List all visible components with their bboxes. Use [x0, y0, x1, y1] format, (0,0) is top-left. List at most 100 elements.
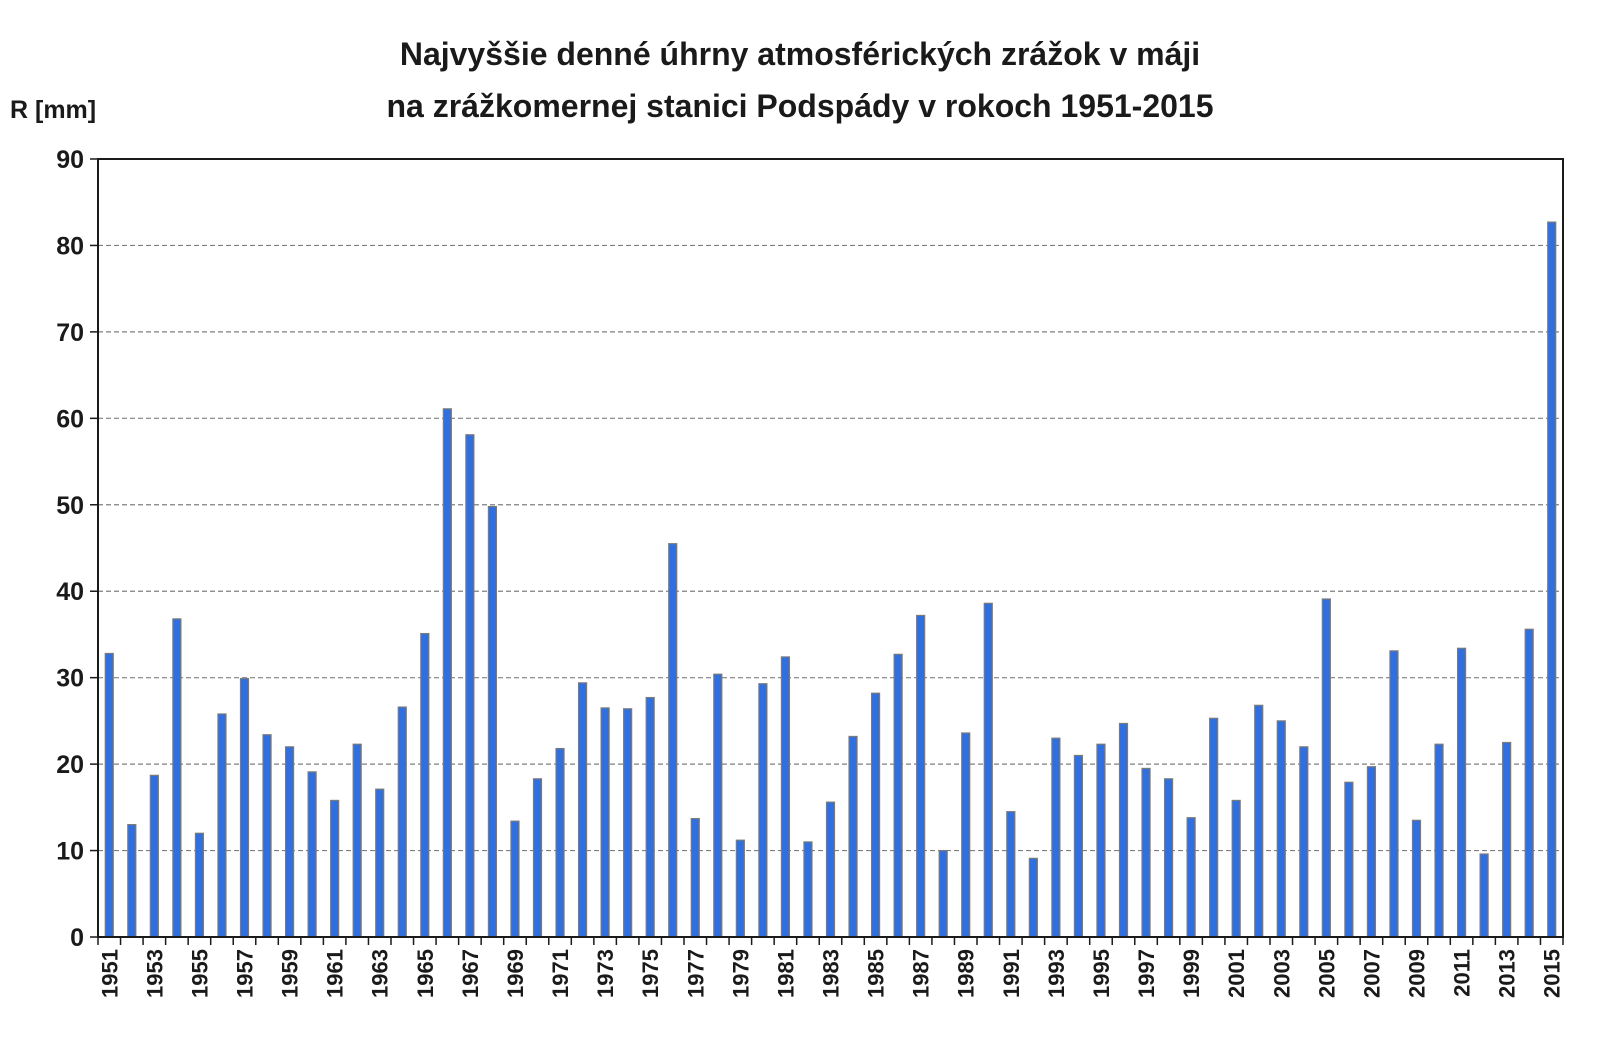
- gridlines: [98, 244, 1563, 852]
- x-tick-label: 1995: [1089, 949, 1114, 998]
- bar-1988: [938, 849, 948, 938]
- bar-1972: [577, 682, 588, 938]
- y-tick-label: 70: [56, 319, 84, 347]
- bar-1973: [600, 707, 610, 938]
- bar-1959: [284, 746, 295, 938]
- x-tick-label: 1977: [683, 949, 708, 998]
- chart-title-line-2: na zrážkomernej stanici Podspády v rokoc…: [386, 88, 1214, 124]
- x-tick-label: 2009: [1405, 949, 1430, 998]
- bar-2000: [1209, 717, 1219, 938]
- bar-1966: [442, 408, 452, 938]
- bar-2013: [1502, 741, 1512, 938]
- x-tick-label: 1981: [773, 949, 798, 998]
- y-tick-label: 90: [56, 146, 84, 174]
- bar-2010: [1434, 743, 1444, 938]
- bar-1955: [194, 832, 205, 938]
- bar-1999: [1186, 817, 1196, 938]
- x-tick-label: 1979: [728, 949, 753, 998]
- y-tick-label: 0: [70, 924, 84, 952]
- bar-1951: [104, 652, 114, 938]
- bar-1987: [916, 614, 926, 938]
- bar-1970: [532, 778, 543, 938]
- x-tick-label: 1963: [368, 949, 393, 998]
- x-tick-label: 2003: [1269, 949, 1294, 998]
- y-axis-label: R [mm]: [10, 96, 97, 124]
- bar-1977: [690, 817, 700, 938]
- bar-2004: [1299, 746, 1309, 938]
- y-tick-label: 10: [56, 838, 84, 866]
- bar-1986: [893, 653, 903, 938]
- bar-1953: [149, 774, 159, 938]
- x-tick-label: 1971: [548, 949, 573, 998]
- x-tick-label: 1957: [233, 949, 258, 998]
- bar-1965: [420, 632, 430, 938]
- bar-1968: [487, 505, 498, 938]
- bar-1971: [555, 747, 565, 938]
- x-tick-label: 1951: [97, 949, 122, 998]
- bar-1980: [758, 683, 768, 938]
- x-tick-label: 2005: [1314, 949, 1339, 998]
- x-tick-label: 1987: [909, 949, 934, 998]
- bar-2007: [1366, 766, 1377, 938]
- bar-2005: [1321, 598, 1331, 938]
- bar-1961: [330, 799, 340, 938]
- bars: [104, 221, 1557, 938]
- x-tick-label: 1985: [864, 949, 889, 998]
- x-tick-label: 1983: [819, 949, 844, 998]
- x-tick-label: 2007: [1359, 949, 1384, 998]
- bar-1993: [1051, 737, 1061, 938]
- bar-1954: [172, 618, 182, 938]
- bar-1969: [510, 820, 520, 938]
- chart-title: Najvyššie denné úhrny atmosférických zrá…: [0, 28, 1600, 132]
- x-tick-label: 1989: [954, 949, 979, 998]
- bar-1957: [239, 677, 250, 938]
- x-tick-label: 1975: [638, 949, 663, 998]
- x-tick-label: 2001: [1224, 949, 1249, 998]
- y-tick-label: 40: [56, 578, 84, 606]
- y-tick-label: 50: [56, 492, 84, 520]
- x-tick-label: 1955: [187, 949, 212, 998]
- y-tick-label: 30: [56, 665, 84, 693]
- bar-1997: [1141, 767, 1151, 938]
- x-tick-labels: 1951 1953 1955 1957 1959 1961 1963 1965 1967 1969…: [97, 949, 1564, 998]
- bar-1964: [397, 706, 407, 938]
- bar-1981: [780, 656, 791, 938]
- bar-2002: [1254, 704, 1264, 938]
- bar-1958: [262, 734, 272, 938]
- bar-1975: [645, 696, 655, 938]
- bar-1985: [870, 692, 881, 938]
- bar-1963: [375, 788, 385, 938]
- bar-2006: [1344, 781, 1354, 938]
- bar-2011: [1456, 647, 1467, 938]
- bar-2014: [1524, 628, 1534, 938]
- bar-2012: [1479, 853, 1489, 938]
- bar-1967: [465, 434, 475, 938]
- bar-2001: [1231, 799, 1241, 938]
- bar-1992: [1028, 857, 1038, 938]
- x-tick-label: 1969: [503, 949, 528, 998]
- x-tick-label: 1967: [458, 949, 483, 998]
- bar-1989: [961, 732, 971, 938]
- bar-1996: [1118, 722, 1129, 938]
- x-tick-label: 1997: [1134, 949, 1159, 998]
- bar-1991: [1006, 811, 1016, 938]
- bar-1983: [825, 801, 836, 938]
- bar-2003: [1276, 720, 1286, 938]
- bar-1956: [217, 713, 227, 938]
- bar-1998: [1163, 778, 1174, 938]
- bar-1974: [623, 708, 633, 938]
- bar-1960: [307, 771, 317, 938]
- y-tick-label: 60: [56, 405, 84, 433]
- x-tick-label: 1953: [142, 949, 167, 998]
- x-tick-label: 2011: [1450, 949, 1475, 997]
- plot-frame: [97, 158, 1564, 938]
- bar-1978: [713, 673, 723, 938]
- bar-1984: [848, 735, 858, 938]
- bar-1976: [668, 543, 678, 938]
- x-tick-label: 2015: [1540, 949, 1565, 998]
- bar-1990: [983, 602, 993, 938]
- bar-2008: [1389, 650, 1399, 938]
- bar-1995: [1096, 743, 1106, 938]
- chart-title-line-1: Najvyššie denné úhrny atmosférických zrá…: [399, 36, 1201, 72]
